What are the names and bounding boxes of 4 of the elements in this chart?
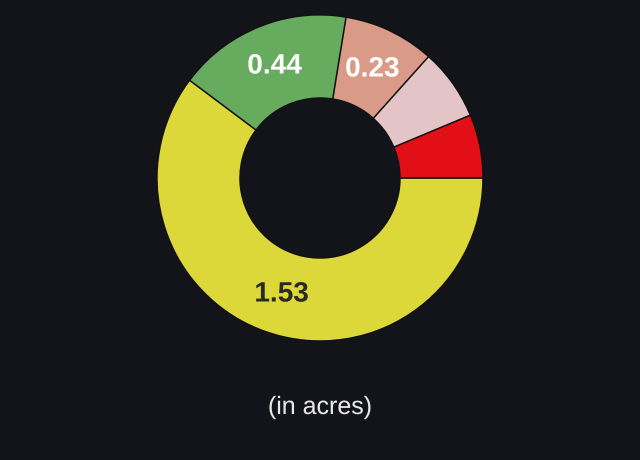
data-label: 0.23 (345, 51, 400, 82)
data-label: 0.44 (247, 48, 302, 80)
text: (in acres) (268, 392, 372, 420)
data-label: 1.53 (254, 276, 309, 308)
